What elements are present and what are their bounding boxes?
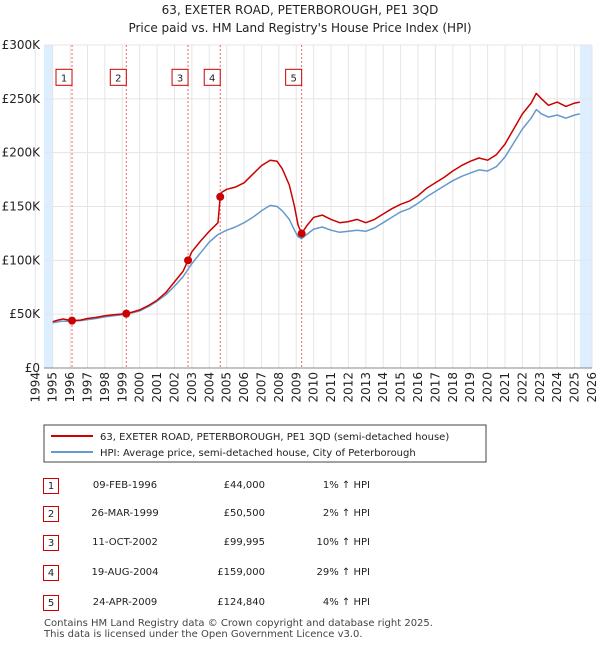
sale-number-badge: 4 — [43, 565, 59, 581]
legend-label-hpi: HPI: Average price, semi-detached house,… — [100, 448, 416, 459]
chart-title: 63, EXETER ROAD, PETERBOROUGH, PE1 3QD — [162, 3, 439, 17]
x-tick-label: 2008 — [272, 372, 286, 403]
x-tick-label: 1999 — [115, 372, 129, 403]
grid — [34, 44, 593, 369]
x-tick-label: 1996 — [63, 372, 77, 403]
x-tick-label: 2005 — [220, 372, 234, 403]
x-tick-label: 2000 — [133, 372, 147, 403]
x-axis-ticks: 1994 1995 1996 1997 1998 1999 2000 2001 2002 2003… — [28, 372, 599, 403]
sale-hpi-change: 10% ↑ HPI — [316, 537, 370, 548]
sale-marker-box — [171, 68, 189, 86]
sale-marker-label: 4 — [209, 73, 215, 84]
x-tick-label: 2013 — [359, 372, 373, 403]
sale-row: 1 09-FEB-1996 £44,000 1% ↑ HPI — [0, 478, 600, 498]
footer-attribution: Contains HM Land Registry data © Crown c… — [44, 618, 433, 640]
x-tick-label: 2006 — [237, 372, 251, 403]
x-tick-label: 2019 — [463, 372, 477, 403]
sale-date: 24-APR-2009 — [92, 597, 158, 608]
x-tick-label: 2018 — [446, 372, 460, 403]
sale-date: 09-FEB-1996 — [92, 480, 158, 491]
sale-hpi-change: 2% ↑ HPI — [322, 508, 370, 519]
sale-marker-box — [203, 68, 221, 86]
y-tick-label: £150K — [2, 200, 42, 214]
property-price-line — [52, 92, 580, 323]
sale-marker-labels: 1 2 3 4 5 — [55, 68, 303, 86]
x-tick-label: 2022 — [515, 372, 529, 403]
sale-marker-box — [55, 68, 73, 86]
sale-point — [297, 229, 306, 238]
x-tick-label: 2016 — [411, 372, 425, 403]
sale-date: 19-AUG-2004 — [91, 567, 159, 578]
x-tick-label: 2023 — [533, 372, 547, 403]
sale-marker-label: 1 — [61, 73, 67, 84]
sale-number-badge: 5 — [43, 595, 59, 611]
x-tick-label: 1997 — [80, 372, 94, 403]
x-tick-label: 2025 — [568, 372, 582, 403]
x-tick-label: 1994 — [28, 372, 42, 403]
sale-point — [122, 309, 131, 318]
price-chart: 63, EXETER ROAD, PETERBOROUGH, PE1 3QD P… — [2, 3, 599, 463]
y-tick-label: £100K — [2, 253, 42, 267]
sale-row: 4 19-AUG-2004 £159,000 29% ↑ HPI — [0, 565, 600, 585]
sale-number-badge: 2 — [43, 506, 59, 522]
x-tick-label: 2003 — [185, 372, 199, 403]
sale-date: 11-OCT-2002 — [92, 537, 158, 548]
sale-price: £50,500 — [223, 508, 265, 519]
x-tick-label: 2024 — [550, 372, 564, 403]
x-tick-label: 2021 — [498, 372, 512, 403]
y-tick-label: £200K — [2, 146, 42, 160]
footer-licence: This data is licensed under the Open Gov… — [44, 629, 363, 640]
y-axis-ticks: £0 £50K £100K £150K £200K £250K £300K — [2, 38, 42, 375]
x-tick-label: 2014 — [376, 372, 390, 403]
sale-number-badge: 1 — [43, 478, 59, 494]
y-tick-label: £0 — [25, 361, 40, 375]
legend-box — [43, 424, 487, 463]
sale-marker-label: 5 — [290, 73, 296, 84]
sale-price: £99,995 — [223, 537, 265, 548]
sale-point — [68, 316, 77, 325]
x-tick-label: 2001 — [150, 372, 164, 403]
sale-point — [184, 256, 193, 265]
sale-marker-label: 3 — [177, 73, 183, 84]
sale-marker-box — [285, 68, 303, 86]
x-tick-label: 1998 — [98, 372, 112, 403]
y-tick-label: £250K — [2, 92, 42, 106]
sale-price: £44,000 — [223, 480, 265, 491]
sale-marker-box — [109, 68, 127, 86]
sale-hpi-change: 4% ↑ HPI — [322, 597, 370, 608]
x-tick-label: 2026 — [585, 372, 599, 403]
x-tick-label: 2009 — [289, 372, 303, 403]
x-tick-label: 2015 — [394, 372, 408, 403]
x-tick-label: 2007 — [254, 372, 268, 403]
sale-row: 3 11-OCT-2002 £99,995 10% ↑ HPI — [0, 535, 600, 555]
series-lines — [52, 92, 580, 324]
sale-hpi-change: 1% ↑ HPI — [322, 480, 370, 491]
chart-subtitle: Price paid vs. HM Land Registry's House … — [128, 21, 471, 35]
sale-price: £124,840 — [217, 597, 265, 608]
sale-point — [216, 192, 225, 201]
x-tick-label: 2010 — [307, 372, 321, 403]
sale-marker-label: 2 — [115, 73, 121, 84]
x-tick-label: 2004 — [202, 372, 216, 403]
footer-copyright: Contains HM Land Registry data © Crown c… — [44, 618, 433, 629]
x-tick-label: 2020 — [481, 372, 495, 403]
sale-price: £159,000 — [217, 567, 265, 578]
x-tick-label: 2012 — [341, 372, 355, 403]
y-tick-label: £300K — [2, 38, 42, 52]
legend: 63, EXETER ROAD, PETERBOROUGH, PE1 3QD (… — [43, 424, 487, 463]
x-tick-label: 2002 — [167, 372, 181, 403]
sale-points — [68, 192, 306, 325]
y-tick-label: £50K — [9, 307, 41, 321]
legend-label-property: 63, EXETER ROAD, PETERBOROUGH, PE1 3QD (… — [100, 432, 449, 443]
x-tick-label: 1995 — [46, 372, 60, 403]
sale-number-badge: 3 — [43, 535, 59, 551]
sale-row: 2 26-MAR-1999 £50,500 2% ↑ HPI — [0, 506, 600, 526]
hpi-line — [52, 108, 580, 324]
sale-date: 26-MAR-1999 — [91, 508, 159, 519]
sale-row: 5 24-APR-2009 £124,840 4% ↑ HPI — [0, 595, 600, 615]
x-tick-label: 2011 — [324, 372, 338, 403]
sale-hpi-change: 29% ↑ HPI — [316, 567, 370, 578]
x-tick-label: 2017 — [428, 372, 442, 403]
